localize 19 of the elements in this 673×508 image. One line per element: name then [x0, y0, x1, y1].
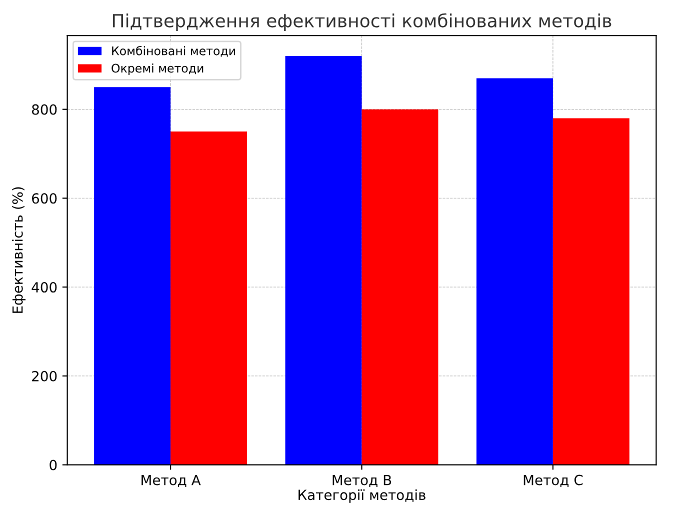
x-tick-label: Метод A — [142, 474, 201, 488]
bar — [285, 56, 362, 465]
y-tick-label: 0 — [50, 460, 57, 470]
y-tick-label: 600 — [32, 193, 57, 204]
y-axis-title: Ефективність (%) — [12, 187, 26, 313]
bar — [170, 132, 248, 465]
x-tick-label: Метод B — [332, 474, 392, 488]
bar — [94, 87, 171, 465]
y-tick-label: 200 — [32, 370, 57, 382]
y-tick-label: 800 — [32, 104, 57, 115]
bar — [476, 78, 553, 465]
bar — [552, 118, 630, 465]
legend-label: Окремі методи — [112, 64, 204, 75]
y-tick-label: 400 — [32, 282, 57, 293]
bar — [362, 109, 438, 465]
x-axis-title: Категорії методів — [298, 489, 426, 503]
x-tick-label: Метод C — [524, 474, 583, 488]
chart-title: Підтвердження ефективності комбінованих методів — [112, 13, 612, 31]
legend-label: Комбіновані методи — [112, 46, 235, 57]
